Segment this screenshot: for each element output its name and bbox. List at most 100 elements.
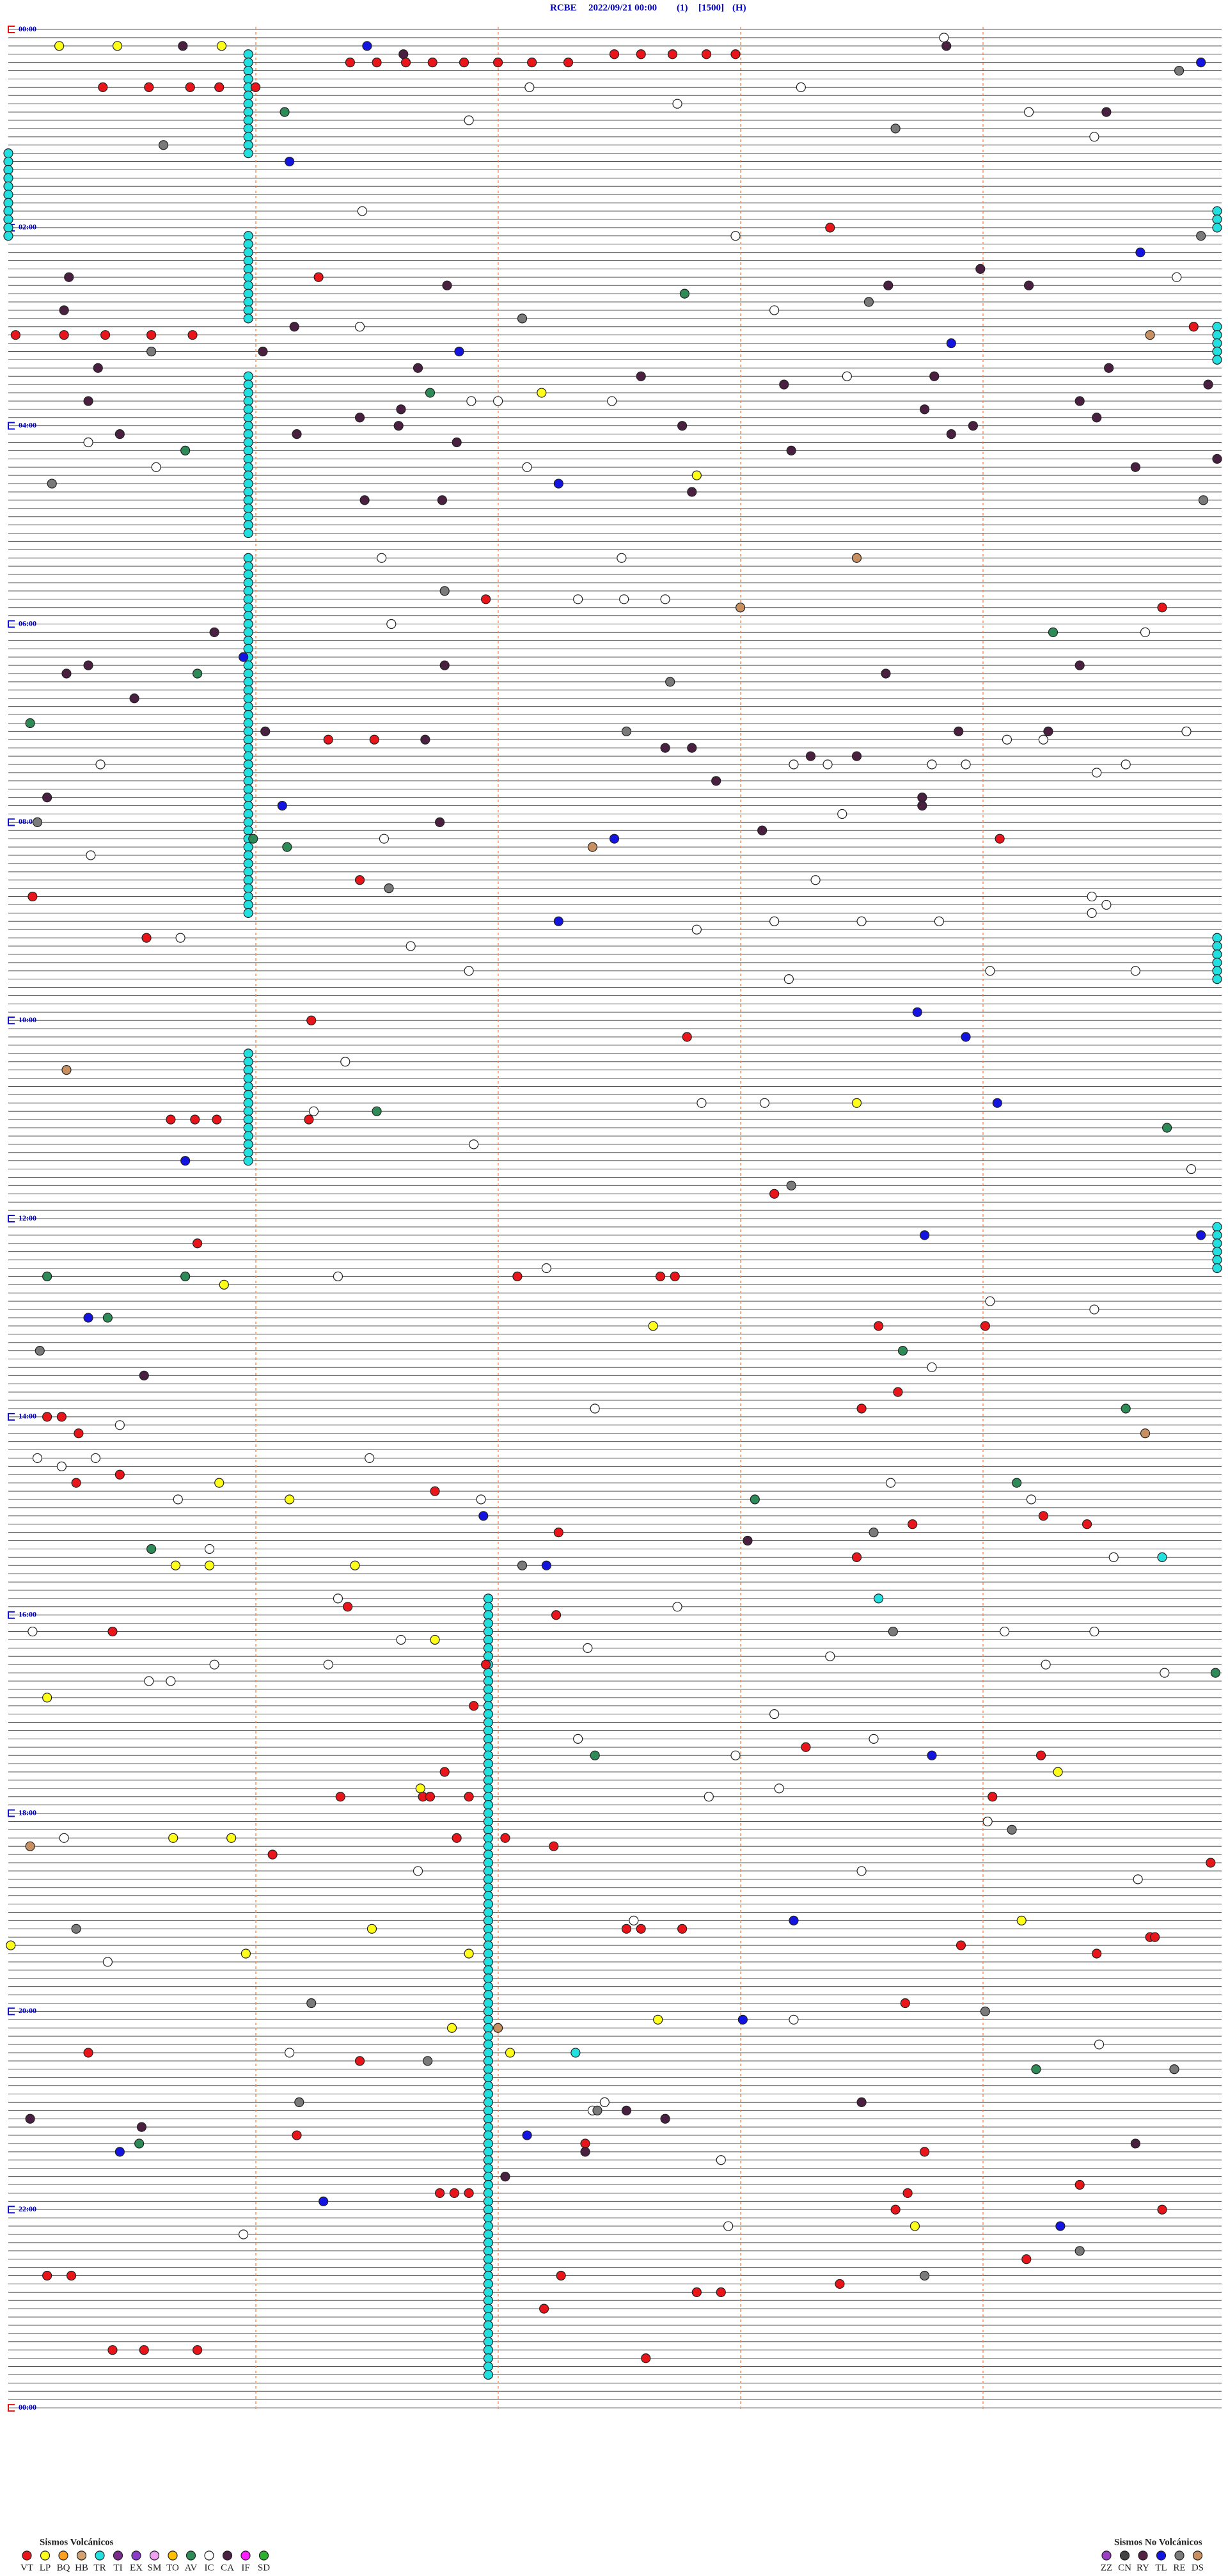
event-marker: [243, 578, 253, 588]
event-marker: [175, 933, 185, 943]
event-marker: [1145, 330, 1155, 340]
event-marker: [243, 1148, 253, 1158]
event-marker: [1196, 231, 1206, 241]
event-marker: [541, 1560, 551, 1570]
event-marker: [483, 2196, 494, 2206]
event-marker: [723, 2221, 734, 2231]
event-marker: [1092, 768, 1102, 778]
event-marker: [691, 2287, 702, 2297]
event-marker: [1172, 272, 1182, 282]
event-marker: [483, 2023, 494, 2033]
event-marker: [439, 1767, 450, 1777]
time-label: 14:00: [19, 1412, 36, 1421]
legend-label: DS: [1192, 2563, 1204, 2573]
event-marker: [629, 1915, 639, 1925]
event-marker: [856, 1866, 867, 1876]
event-marker: [648, 1321, 658, 1331]
event-marker: [413, 1866, 423, 1876]
event-marker: [1212, 330, 1222, 340]
event-marker: [439, 586, 450, 596]
event-marker: [483, 1891, 494, 1901]
event-marker: [243, 396, 253, 406]
event-marker: [483, 2312, 494, 2322]
event-marker: [1212, 1230, 1222, 1240]
event-marker: [74, 1428, 84, 1439]
event-marker: [900, 1998, 910, 2009]
event-marker: [146, 346, 157, 357]
event-marker: [258, 346, 268, 357]
event-marker: [655, 1271, 666, 1282]
event-marker: [483, 2328, 494, 2339]
event-marker: [735, 603, 746, 613]
event-marker: [292, 429, 302, 439]
event-marker: [1007, 1824, 1017, 1835]
event-marker: [144, 1676, 154, 1686]
legend-marker: [58, 2550, 68, 2561]
event-marker: [243, 899, 253, 910]
event-marker: [697, 1098, 707, 1108]
event-marker: [345, 58, 355, 68]
legend-label: IF: [241, 2563, 249, 2573]
event-marker: [1196, 1230, 1206, 1240]
event-marker: [483, 2345, 494, 2355]
event-marker: [483, 2287, 494, 2297]
event-marker: [483, 1758, 494, 1769]
event-marker: [483, 2279, 494, 2289]
event-marker: [212, 1114, 222, 1125]
scale: [1500]: [698, 3, 724, 13]
event-marker: [522, 462, 532, 472]
event-marker: [285, 2048, 295, 2058]
event-marker: [1104, 363, 1114, 373]
event-marker: [350, 1560, 360, 1570]
event-marker: [405, 941, 416, 951]
event-marker: [483, 2221, 494, 2231]
event-marker: [492, 58, 503, 68]
event-marker: [704, 1792, 714, 1802]
event-marker: [551, 1610, 562, 1620]
event-marker: [783, 974, 794, 984]
label-bracket: [8, 1611, 15, 1619]
event-marker: [437, 495, 448, 505]
event-marker: [483, 2361, 494, 2372]
event-marker: [335, 1792, 345, 1802]
event-marker: [413, 363, 423, 373]
event-marker: [1016, 1915, 1027, 1925]
event-marker: [243, 793, 253, 803]
event-marker: [517, 1560, 528, 1570]
legend-marker: [95, 2550, 105, 2561]
event-marker: [730, 49, 741, 59]
event-marker: [1188, 322, 1199, 332]
event-marker: [243, 776, 253, 786]
event-marker: [243, 123, 253, 134]
event-marker: [730, 231, 741, 241]
event-marker: [621, 1924, 632, 1934]
event-marker: [243, 825, 253, 835]
label-bracket: [8, 2007, 15, 2016]
event-marker: [934, 916, 944, 926]
event-marker: [289, 322, 299, 332]
event-marker: [691, 924, 702, 935]
event-marker: [670, 1271, 680, 1282]
event-marker: [1031, 2064, 1041, 2074]
event-marker: [112, 41, 123, 51]
event-marker: [1212, 338, 1222, 349]
event-marker: [505, 2048, 516, 2058]
event-marker: [1094, 2039, 1105, 2050]
event-marker: [354, 413, 365, 423]
legend-label: EX: [130, 2563, 143, 2573]
event-marker: [423, 2056, 433, 2066]
event-marker: [641, 2353, 651, 2364]
event-marker: [524, 82, 535, 92]
legend-title: Sismos Volcánicos: [40, 2537, 114, 2547]
event-marker: [607, 396, 617, 406]
event-marker: [243, 842, 253, 852]
event-marker: [86, 850, 96, 860]
event-marker: [956, 1940, 966, 1950]
event-marker: [483, 2138, 494, 2149]
event-marker: [679, 288, 690, 299]
event-marker: [71, 1924, 81, 1934]
event-marker: [483, 2048, 494, 2058]
legend-label: IC: [205, 2563, 214, 2573]
event-marker: [306, 1998, 317, 2009]
event-marker: [1212, 1263, 1222, 1274]
